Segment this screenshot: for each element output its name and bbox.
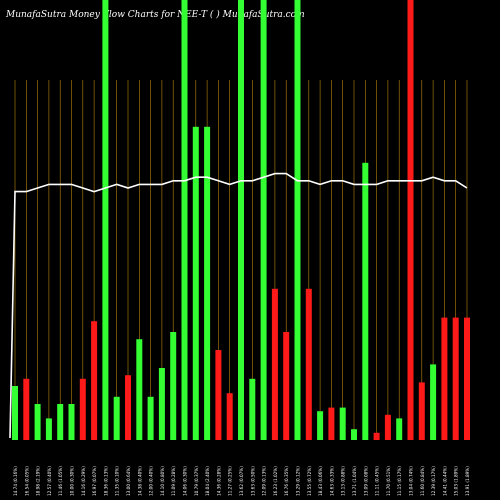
money-flow-bar (57, 404, 64, 440)
x-tick-label: 14.10 (0.80%) (160, 466, 165, 496)
money-flow-bar (283, 332, 290, 440)
x-tick-label: 14.41 (0.44%) (442, 466, 447, 496)
x-tick-label: 13.13 (0.88%) (341, 466, 346, 496)
money-flow-bar (136, 339, 143, 440)
x-tick-label: 13.00 (0.64%) (126, 466, 131, 496)
money-flow-bar (125, 375, 131, 440)
money-flow-bar (215, 350, 222, 440)
money-flow-bar (317, 411, 324, 440)
x-tick-label: 18.98 (2.19%) (36, 466, 41, 496)
money-flow-bar (384, 414, 391, 440)
x-tick-label: 16.23 (1.02%) (273, 466, 278, 496)
money-flow-bar (23, 378, 30, 440)
money-flow-bar (204, 126, 211, 441)
money-flow-bar (271, 288, 278, 440)
x-tick-label: 16.97 (0.07%) (92, 466, 97, 496)
money-flow-bar (260, 0, 267, 440)
x-tick-label: 15.03 (1.89%) (454, 466, 459, 496)
money-flow-bar (68, 404, 75, 440)
money-flow-bar (147, 396, 154, 440)
money-flow-bar (170, 332, 177, 440)
x-tick-label: 12.57 (0.40%) (47, 466, 52, 496)
money-flow-bar (441, 317, 448, 440)
money-flow-bar (418, 382, 425, 440)
money-flow-bar (339, 407, 346, 440)
money-flow-bar (12, 386, 18, 440)
x-tick-label: 14.36 (0.28%) (216, 466, 221, 496)
x-tick-label: 11.09 (0.28%) (171, 466, 176, 496)
money-flow-bar (238, 0, 244, 440)
x-tick-label: 12.39 (0.17%) (431, 466, 436, 496)
money-flow-bar (192, 126, 199, 441)
money-flow-bar (102, 0, 109, 440)
money-flow-bar (34, 404, 41, 440)
x-tick-label: 13.09 (0.08%) (363, 466, 368, 496)
money-flow-bar (294, 0, 301, 440)
x-tick-label: 16.76 (0.35%) (284, 466, 289, 496)
money-flow-bar (181, 0, 188, 440)
x-tick-label: 16.54 (0.05%) (24, 466, 29, 496)
money-flow-bar (226, 393, 233, 440)
x-tick-label: 13.55 (0.72%) (307, 466, 312, 496)
x-tick-label: 14.63 (0.33%) (329, 466, 334, 496)
money-flow-bar (452, 317, 459, 440)
money-flow-bar (373, 432, 380, 440)
x-tick-label: 14.38 (0.40%) (137, 466, 142, 496)
money-flow-bar (362, 162, 369, 441)
x-tick-label: 10.79 (0.37%) (194, 466, 199, 496)
x-tick-label: 11.11 (0.45%) (375, 466, 380, 496)
x-tick-label: 12.09 (0.13%) (262, 466, 267, 496)
x-tick-label: 11.70 (0.51%) (386, 466, 391, 496)
money-flow-bar (430, 364, 437, 440)
x-tick-label: 13.29 (0.12%) (296, 466, 301, 496)
x-tick-label: 14.16 (0.29%) (81, 466, 86, 496)
money-flow-bar (464, 317, 470, 440)
x-tick-label: 18.04 (2.40%) (205, 466, 210, 496)
money-flow-bar (249, 378, 256, 440)
x-tick-label: 11.15 (0.17%) (397, 466, 402, 496)
x-tick-label: 18.36 (0.13%) (103, 466, 108, 496)
money-flow-bar (79, 378, 86, 440)
money-flow-bar (305, 288, 312, 440)
x-tick-label: 11.35 (0.10%) (115, 466, 120, 496)
x-tick-label: 18.43 (0.06%) (318, 466, 323, 496)
x-tick-label: 12.00 (0.40%) (149, 466, 154, 496)
x-tick-label: 11.60 (0.84%) (420, 466, 425, 496)
x-tick-label: 13.04 (0.74%) (409, 466, 414, 496)
x-tick-label: 13.62 (0.07%) (239, 466, 244, 496)
x-tick-label: 11.46 (1.05%) (58, 466, 63, 496)
money-flow-bar (396, 418, 403, 440)
money-flow-bar (351, 429, 357, 440)
money-flow-line (9, 172, 468, 439)
x-tick-label: 13.71 (1.04%) (352, 466, 357, 496)
money-flow-bar (328, 407, 335, 440)
x-tick-label: 13.91 (1.89%) (465, 466, 470, 496)
money-flow-bar (113, 396, 120, 440)
money-flow-bar (158, 368, 165, 440)
money-flow-bar (91, 321, 98, 440)
x-tick-label: 14.06 (0.30%) (183, 466, 188, 496)
x-tick-label: 13.63 (0.50%) (250, 466, 255, 496)
x-tick-label: 14.74 (0.16%) (13, 466, 18, 496)
chart-title: MunafaSutra Money Flow Charts for NEE-T … (6, 10, 305, 20)
x-tick-label: 11.27 (0.25%) (228, 466, 233, 496)
x-tick-label: 10.00 (0.30%) (70, 466, 75, 496)
money-flow-bar (45, 418, 52, 440)
money-flow-bar (407, 0, 414, 440)
